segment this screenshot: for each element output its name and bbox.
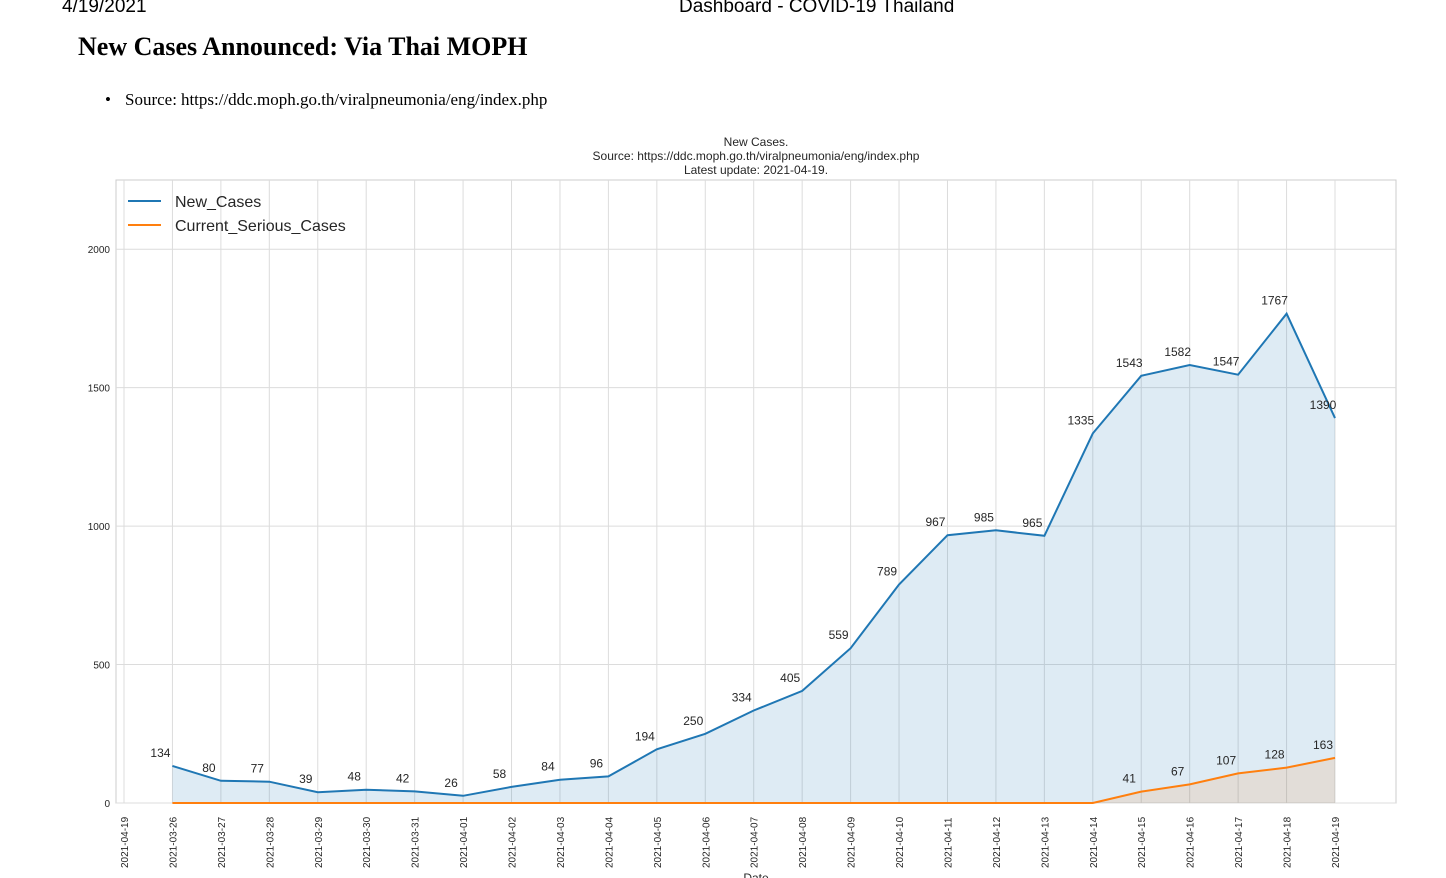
x-tick-label: 2021-04-14 [1089, 816, 1100, 868]
x-tick-label: 2021-03-28 [265, 816, 276, 868]
x-tick-label: 2021-04-12 [992, 816, 1003, 868]
data-label: 559 [829, 628, 849, 642]
data-label: 48 [348, 770, 362, 784]
data-label: 41 [1123, 772, 1137, 786]
chart-title-line: Latest update: 2021-04-19. [684, 163, 828, 177]
data-label: 84 [541, 760, 555, 774]
x-tick-label: 2021-04-03 [556, 816, 567, 868]
x-tick-label: 2021-04-15 [1137, 816, 1148, 868]
y-tick-label: 0 [104, 799, 110, 810]
x-tick-label: 2021-04-07 [750, 816, 761, 868]
area-new_cases [172, 313, 1335, 803]
data-label: 107 [1216, 753, 1236, 767]
data-label: 39 [299, 772, 313, 786]
x-tick-label: 2021-03-30 [362, 816, 373, 868]
data-label: 965 [1022, 516, 1042, 530]
x-tick-label: 2021-04-19 [1331, 816, 1342, 868]
x-tick-label: 2021-04-17 [1234, 816, 1245, 868]
x-axis-label: Date [743, 871, 769, 878]
data-label: 967 [925, 515, 945, 529]
y-tick-label: 1500 [88, 384, 111, 395]
data-label: 26 [444, 776, 458, 790]
data-label: 80 [202, 761, 216, 775]
x-tick-label: 2021-04-11 [943, 817, 954, 868]
data-label: 163 [1313, 738, 1333, 752]
x-tick-label: 2021-03-29 [314, 816, 325, 868]
x-tick-label: 2021-04-13 [1040, 816, 1051, 868]
data-label: 67 [1171, 764, 1185, 778]
x-tick-label: 2021-04-08 [798, 816, 809, 868]
data-label: 77 [251, 762, 265, 776]
x-tick-label: 2021-04-05 [653, 816, 664, 868]
data-label: 250 [683, 714, 703, 728]
data-label: 1767 [1261, 294, 1288, 308]
source-list: • Source: https://ddc.moph.go.th/viralpne… [105, 86, 547, 114]
data-label: 96 [590, 756, 604, 770]
legend-label-new-cases: New_Cases [175, 194, 261, 211]
data-label: 194 [635, 729, 655, 743]
data-label: 789 [877, 565, 897, 579]
chart-title-line: Source: https://ddc.moph.go.th/viralpneu… [593, 149, 920, 163]
data-label: 1543 [1116, 356, 1143, 370]
source-item: • Source: https://ddc.moph.go.th/viralpne… [105, 86, 547, 114]
source-prefix: Source: [125, 90, 177, 109]
x-tick-label: 2021-04-06 [701, 816, 712, 868]
data-label: 1582 [1164, 345, 1191, 359]
legend-label-serious: Current_Serious_Cases [175, 218, 346, 235]
line-new_cases [172, 311, 1336, 797]
y-tick-label: 1000 [88, 522, 111, 533]
data-label: 334 [732, 691, 752, 705]
line-current_serious_cases [172, 756, 1336, 804]
x-tick-label: 2021-03-31 [411, 816, 422, 868]
data-label: 58 [493, 767, 507, 781]
data-label: 1547 [1213, 355, 1240, 369]
data-label: 985 [974, 510, 994, 524]
x-tick-label: 2021-04-16 [1186, 816, 1197, 868]
print-date: 4/19/2021 [62, 0, 147, 17]
y-tick-label: 500 [93, 661, 110, 672]
print-title: Dashboard - COVID-19 Thailand [679, 0, 955, 17]
chart-title-line: New Cases. [724, 135, 789, 149]
page-heading: New Cases Announced: Via Thai MOPH [78, 32, 528, 61]
x-tick-label: 2021-03-26 [168, 816, 179, 868]
x-tick-label: 2021-04-19 [120, 816, 131, 868]
x-tick-label: 2021-04-01 [459, 816, 470, 868]
data-label: 1390 [1310, 398, 1337, 412]
data-label: 42 [396, 771, 410, 785]
data-label: 128 [1265, 748, 1285, 762]
data-label: 405 [780, 671, 800, 685]
x-tick-label: 2021-04-18 [1283, 816, 1294, 868]
x-tick-label: 2021-04-10 [895, 816, 906, 868]
y-tick-label: 2000 [88, 245, 111, 256]
data-label: 134 [150, 746, 170, 760]
x-tick-label: 2021-04-09 [847, 816, 858, 868]
data-label: 1335 [1067, 413, 1094, 427]
x-tick-label: 2021-03-27 [217, 816, 228, 868]
area-current_serious_cases [172, 757, 1335, 803]
x-tick-label: 2021-04-02 [508, 816, 519, 868]
bullet-icon: • [105, 90, 111, 109]
plot-area [115, 179, 1397, 804]
source-url: https://ddc.moph.go.th/viralpneumonia/en… [180, 90, 548, 109]
x-tick-label: 2021-04-04 [604, 816, 615, 868]
